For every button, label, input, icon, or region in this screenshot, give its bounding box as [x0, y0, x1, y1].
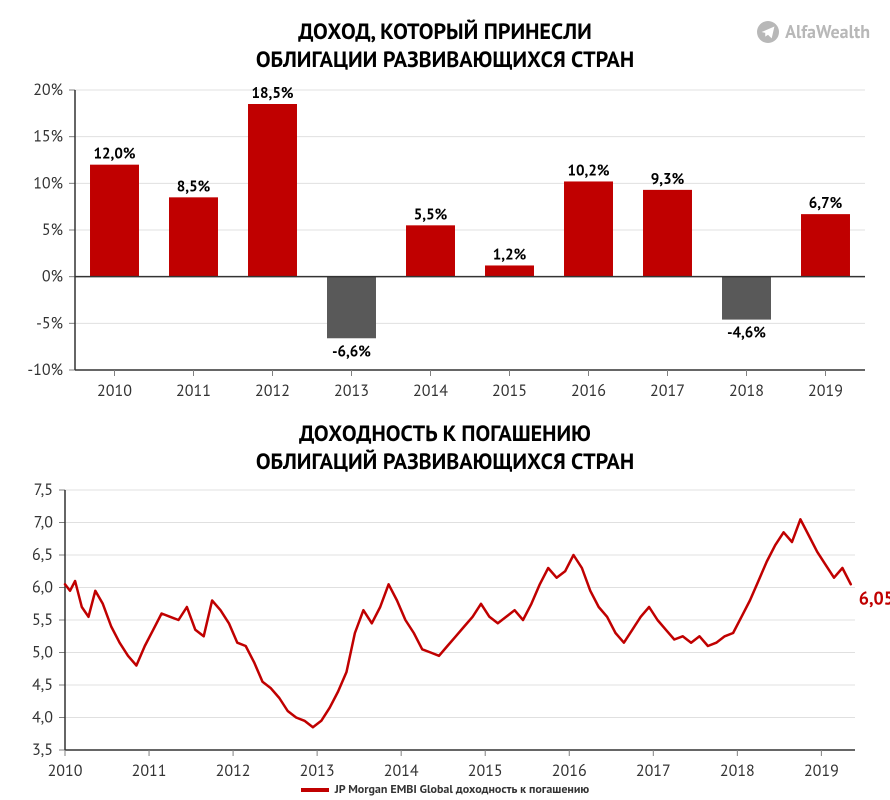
svg-text:18,5%: 18,5%	[252, 84, 294, 103]
svg-text:2014: 2014	[413, 381, 448, 401]
svg-text:2013: 2013	[300, 761, 335, 781]
legend-swatch	[301, 788, 329, 792]
svg-text:2011: 2011	[176, 381, 211, 401]
svg-text:9,3%: 9,3%	[651, 170, 685, 189]
svg-text:5,5%: 5,5%	[414, 205, 448, 224]
svg-text:7,0: 7,0	[34, 513, 54, 533]
svg-text:2016: 2016	[571, 381, 606, 401]
svg-text:15%: 15%	[33, 127, 63, 147]
svg-text:2015: 2015	[492, 381, 527, 401]
line-chart: 3,54,04,55,05,56,06,57,07,52010201120122…	[65, 490, 855, 795]
svg-text:2012: 2012	[216, 761, 251, 781]
line-chart-legend: JP Morgan EMBI Global доходность к погаш…	[0, 782, 890, 797]
svg-text:-6,6%: -6,6%	[332, 342, 371, 361]
svg-text:2011: 2011	[132, 761, 167, 781]
bar-chart: -10%-5%0%5%10%15%20%12,0%8,5%18,5%-6,6%5…	[75, 90, 865, 415]
svg-text:1,2%: 1,2%	[493, 245, 527, 264]
svg-text:3,5: 3,5	[32, 740, 53, 760]
svg-text:10,2%: 10,2%	[568, 161, 610, 180]
svg-text:12,0%: 12,0%	[94, 145, 136, 164]
line-chart-title: ДОХОДНОСТЬ К ПОГАШЕНИЮ ОБЛИГАЦИЙ РАЗВИВА…	[0, 420, 890, 476]
svg-text:2014: 2014	[384, 761, 419, 781]
svg-text:2010: 2010	[48, 761, 83, 781]
svg-text:2015: 2015	[468, 761, 503, 781]
svg-text:6,0: 6,0	[32, 578, 53, 598]
svg-text:4,0: 4,0	[32, 708, 53, 728]
svg-text:4,5: 4,5	[32, 675, 53, 695]
svg-text:6,05: 6,05	[859, 586, 890, 609]
svg-text:2017: 2017	[636, 761, 671, 781]
svg-text:2010: 2010	[97, 381, 132, 401]
svg-text:5%: 5%	[42, 220, 63, 240]
svg-text:5,0: 5,0	[32, 643, 53, 663]
svg-text:8,5%: 8,5%	[177, 177, 211, 196]
svg-text:20%: 20%	[33, 80, 63, 100]
svg-text:2018: 2018	[729, 381, 764, 401]
svg-text:2017: 2017	[650, 381, 685, 401]
svg-text:6,7%: 6,7%	[809, 194, 843, 213]
svg-text:-5%: -5%	[36, 313, 63, 333]
svg-text:7,5: 7,5	[34, 480, 53, 500]
svg-text:6,5: 6,5	[32, 545, 53, 565]
svg-text:5,5: 5,5	[32, 610, 53, 630]
svg-text:2019: 2019	[808, 381, 843, 401]
svg-text:2013: 2013	[334, 381, 369, 401]
svg-text:2012: 2012	[255, 381, 290, 401]
svg-text:-10%: -10%	[27, 360, 63, 380]
svg-text:10%: 10%	[33, 173, 63, 193]
bar-chart-title: ДОХОД, КОТОРЫЙ ПРИНЕСЛИ ОБЛИГАЦИИ РАЗВИВ…	[0, 18, 890, 74]
svg-text:0%: 0%	[42, 267, 63, 287]
svg-text:2016: 2016	[552, 761, 587, 781]
svg-text:2018: 2018	[720, 761, 755, 781]
legend-label: JP Morgan EMBI Global доходность к погаш…	[335, 782, 589, 797]
svg-text:-4,6%: -4,6%	[727, 324, 766, 343]
svg-text:2019: 2019	[804, 761, 839, 781]
